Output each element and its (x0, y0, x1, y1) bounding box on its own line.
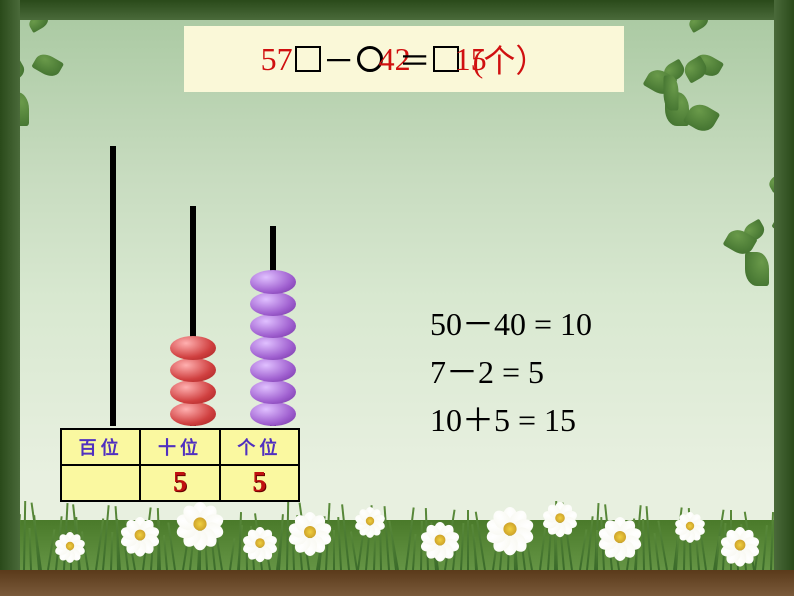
place-value-table: 百位 十位 个位 5 5 (60, 428, 300, 502)
abacus-rod (110, 146, 116, 426)
daisy-flower (488, 507, 532, 551)
daisy-flower (544, 502, 576, 534)
equation-2: 7－2 = 5 (430, 348, 592, 396)
abacus-bead (170, 402, 216, 426)
daisy-flower (178, 502, 222, 546)
abacus-bead (170, 336, 216, 360)
abacus-bead (250, 402, 296, 426)
grass-blade (333, 530, 335, 570)
abacus-bead (250, 358, 296, 382)
frame-right (774, 0, 794, 596)
abacus-bead (250, 380, 296, 404)
daisy-flower (722, 527, 758, 563)
daisy-flower (122, 517, 158, 553)
equals-1: ＝ (399, 36, 431, 82)
formula-suffix: (个） (473, 36, 548, 82)
abacus-bead (250, 314, 296, 338)
minus-1: － (323, 36, 355, 82)
leaf (745, 252, 769, 286)
abacus-bead (170, 358, 216, 382)
square-1 (295, 46, 321, 72)
daisy-flower (356, 507, 384, 535)
grass-blade (467, 510, 469, 570)
daisy-flower (600, 517, 640, 557)
ground-band (0, 570, 794, 596)
abacus-bead (250, 292, 296, 316)
value-tens: 5 (140, 465, 219, 501)
grass-blade (596, 530, 598, 570)
equations-block: 50－40 = 10 7－2 = 5 10＋5 = 15 (430, 300, 592, 444)
daisy-flower (290, 512, 330, 552)
daisy-flower (676, 512, 704, 540)
equation-1: 50－40 = 10 (430, 300, 592, 348)
header-hundreds: 百位 (61, 429, 140, 465)
daisy-flower (244, 527, 276, 559)
abacus-rod (190, 206, 196, 426)
equation-3: 10＋5 = 15 (430, 396, 592, 444)
formula-box: 57 － 42 ＝ 15 (个） (184, 26, 624, 92)
value-hundreds (61, 465, 140, 501)
abacus-bead (250, 270, 296, 294)
daisy-flower (422, 522, 458, 558)
frame-left (0, 0, 20, 596)
table-value-row: 5 5 (61, 465, 299, 501)
leaf (31, 50, 64, 80)
frame-top (0, 0, 794, 20)
table-header-row: 百位 十位 个位 (61, 429, 299, 465)
value-ones: 5 (220, 465, 299, 501)
abacus-rod (270, 226, 276, 426)
abacus-bead (170, 380, 216, 404)
formula-n1: 57 (261, 41, 293, 78)
header-ones: 个位 (220, 429, 299, 465)
abacus-bead (250, 336, 296, 360)
abacus-area: 百位 十位 个位 5 5 (60, 142, 380, 502)
header-tens: 十位 (140, 429, 219, 465)
daisy-flower (56, 532, 84, 560)
